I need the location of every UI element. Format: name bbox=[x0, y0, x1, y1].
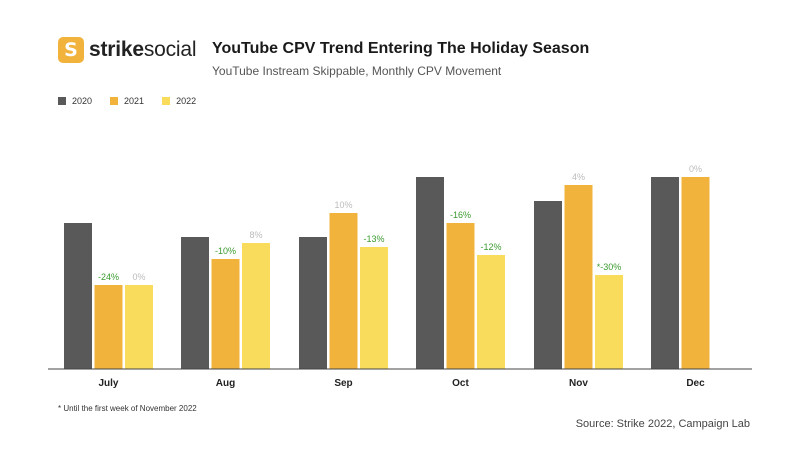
x-tick-label-sep: Sep bbox=[334, 378, 352, 389]
bar-2020-oct bbox=[416, 177, 444, 369]
bar-2020-july bbox=[64, 223, 92, 369]
legend-item-2022: 2022 bbox=[162, 96, 196, 106]
bar-2020-nov bbox=[534, 201, 562, 369]
bar-2022-nov bbox=[595, 275, 623, 369]
x-tick-label-oct: Oct bbox=[452, 378, 469, 389]
strikesocial-logo-icon: S bbox=[58, 37, 84, 63]
data-label-2022-nov: *-30% bbox=[597, 262, 622, 272]
data-label-2021-july: -24% bbox=[98, 272, 119, 282]
bar-2020-dec bbox=[651, 177, 679, 369]
legend-swatch-2022 bbox=[162, 97, 171, 105]
bar-2021-sep bbox=[329, 213, 358, 369]
data-label-2021-nov: 4% bbox=[572, 172, 585, 182]
bar-2022-oct bbox=[477, 255, 505, 369]
bar-2021-aug bbox=[211, 259, 240, 369]
legend-item-2021: 2021 bbox=[110, 96, 144, 106]
data-label-2022-july: 0% bbox=[132, 272, 145, 282]
legend: 2020 2021 2022 bbox=[58, 96, 214, 106]
brand-name-bold: strike bbox=[89, 38, 144, 61]
source-note: Source: Strike 2022, Campaign Lab bbox=[575, 418, 750, 430]
bar-2021-nov bbox=[564, 185, 593, 369]
data-label-2022-sep: -13% bbox=[363, 234, 384, 244]
legend-label-2020: 2020 bbox=[72, 96, 93, 106]
bar-2020-aug bbox=[181, 237, 209, 369]
bar-2020-sep bbox=[299, 237, 327, 369]
x-tick-label-aug: Aug bbox=[216, 378, 235, 389]
legend-item-2020: 2020 bbox=[58, 96, 92, 106]
bar-2021-july bbox=[94, 285, 123, 369]
data-label-2021-dec: 0% bbox=[689, 164, 702, 174]
bar-2021-oct bbox=[446, 223, 475, 369]
brand-name: strikesocial bbox=[89, 38, 197, 62]
chart-title: YouTube CPV Trend Entering The Holiday S… bbox=[212, 40, 590, 57]
chart-subtitle: YouTube Instream Skippable, Monthly CPV … bbox=[212, 64, 502, 78]
data-label-2021-sep: 10% bbox=[334, 200, 352, 210]
legend-label-2021: 2021 bbox=[124, 96, 145, 106]
legend-swatch-2020 bbox=[58, 97, 66, 105]
brand-name-light: social bbox=[143, 38, 197, 61]
bar-2022-aug bbox=[242, 243, 270, 369]
data-label-2022-oct: -12% bbox=[480, 242, 501, 252]
data-label-2021-aug: -10% bbox=[215, 246, 236, 256]
x-tick-label-dec: Dec bbox=[686, 378, 705, 389]
data-label-2021-oct: -16% bbox=[450, 210, 471, 220]
bar-2022-sep bbox=[360, 247, 388, 369]
legend-swatch-2021 bbox=[110, 97, 119, 105]
x-tick-label-july: July bbox=[98, 378, 118, 389]
bar-2021-dec bbox=[681, 177, 710, 369]
footnote: * Until the first week of November 2022 bbox=[58, 404, 197, 413]
bar-2022-july bbox=[125, 285, 153, 369]
data-label-2022-aug: 8% bbox=[249, 230, 262, 240]
legend-label-2022: 2022 bbox=[176, 96, 197, 106]
strikesocial-logo: S strikesocial bbox=[58, 37, 197, 63]
x-tick-label-nov: Nov bbox=[569, 378, 588, 389]
